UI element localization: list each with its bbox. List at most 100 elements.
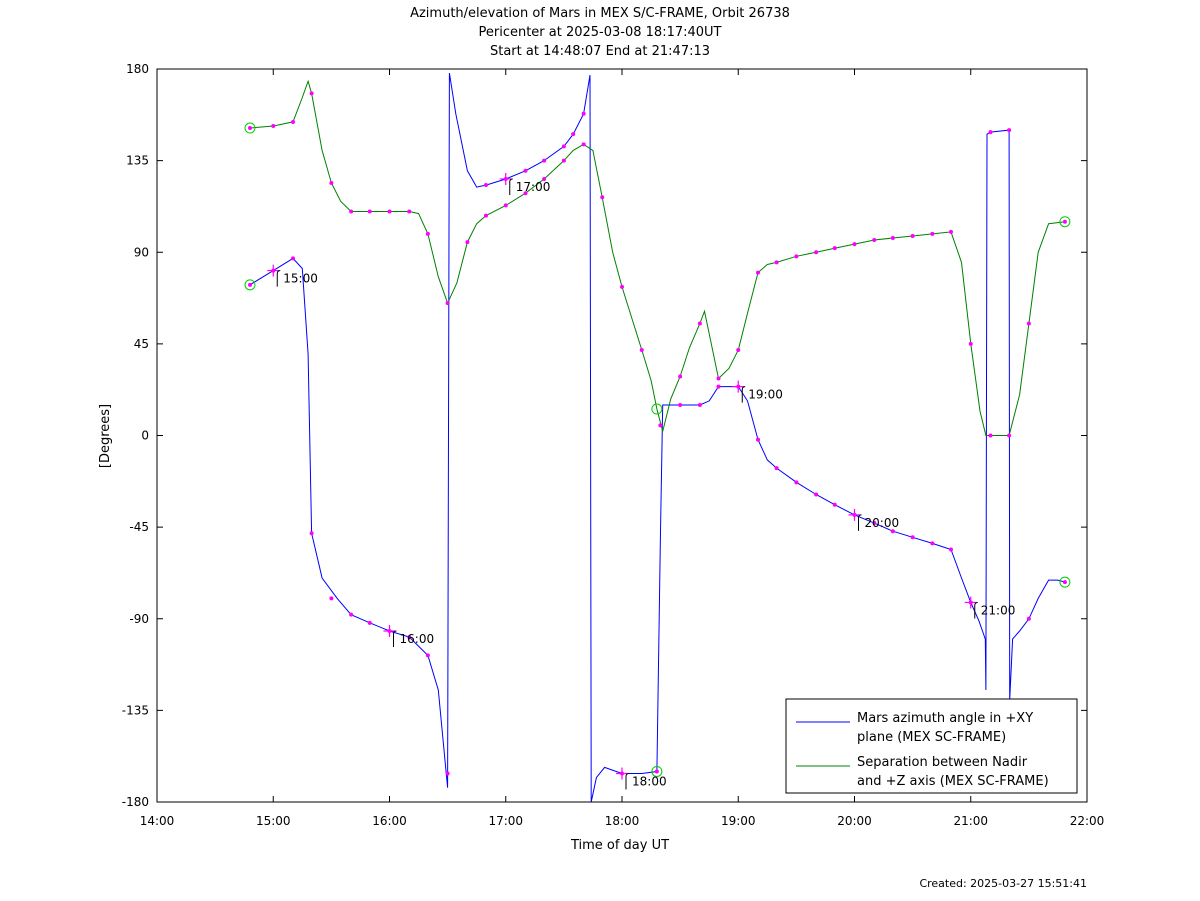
data-point-marker [425,653,430,658]
hour-annotation-tick [858,514,862,531]
hour-cross-marker [732,380,745,393]
data-point-marker [890,529,895,534]
data-point-marker [1007,128,1012,133]
hour-annotation-label: 18:00 [632,774,667,788]
hour-annotation-tick [625,772,630,790]
data-point-marker [1026,321,1031,326]
data-point-marker [774,466,779,471]
y-tick-label: -90 [129,612,149,626]
data-point-marker [910,233,915,238]
data-point-marker [832,502,837,507]
data-point-marker [930,231,935,236]
data-point-marker [407,635,412,640]
created-timestamp: Created: 2025-03-27 15:51:41 [919,877,1087,890]
endpoint-circle-marker [1059,216,1071,228]
data-point-marker [852,242,857,247]
data-point-marker [814,492,819,497]
endpoint-circle-marker [244,122,256,134]
data-point-marker [930,541,935,546]
y-tick-label: 180 [126,62,149,76]
x-tick-label: 20:00 [837,814,872,828]
data-point-marker [329,596,334,601]
chart-title-line-1: Azimuth/elevation of Mars in MEX S/C-FRA… [410,6,790,21]
data-point-marker [349,612,354,617]
data-point-marker [872,521,877,526]
x-tick-label: 15:00 [256,814,291,828]
data-point-marker [483,183,488,188]
data-point-marker [271,124,276,129]
data-point-marker [1062,219,1067,224]
data-point-marker [600,195,605,200]
endpoint-circle-marker [651,403,663,415]
chart-title-line-3: Start at 14:48:07 End at 21:47:13 [490,44,710,59]
plot-frame [156,68,1088,803]
series-line-azimuth [249,73,1066,803]
data-point-marker [367,620,372,625]
data-point-marker [581,142,586,147]
hour-annotation-tick [741,386,746,403]
data-point-marker [794,254,799,259]
hour-annotation-label: 20:00 [865,516,900,530]
legend-box [785,698,1078,794]
data-point-marker [774,260,779,265]
data-point-marker [581,111,586,116]
data-point-marker [309,531,314,536]
data-point-marker [716,384,721,389]
hour-annotation-tick [509,178,513,195]
x-tick-label: 16:00 [372,814,407,828]
hour-annotation-tick [974,601,978,619]
endpoint-circle-marker [1059,576,1071,588]
data-point-marker [523,191,528,196]
data-point-marker [1062,580,1067,585]
data-point-marker [523,168,528,173]
data-point-marker [561,158,566,163]
data-point-marker [678,374,683,379]
data-point-marker [988,433,993,438]
y-tick-label: -45 [129,520,149,534]
data-point-marker [291,256,296,261]
hour-cross-marker [499,172,512,185]
data-point-marker [291,119,296,124]
data-point-marker [542,158,547,163]
data-point-marker [571,132,576,137]
data-point-marker [248,126,252,131]
legend: Mars azimuth angle in +XY plane (MEX SC-… [785,698,1078,794]
data-point-marker [948,229,953,234]
data-point-marker [349,209,354,214]
data-point-marker [561,144,566,149]
hour-cross-marker [616,767,628,780]
endpoint-circle-marker [651,765,663,777]
legend-label-azimuth-1: Mars azimuth angle in +XY [857,711,1033,726]
data-point-marker [697,321,702,326]
data-point-marker [716,376,721,381]
y-tick-label: 45 [134,337,149,351]
data-point-marker [639,347,644,352]
data-point-marker [445,301,450,306]
data-point-marker [658,423,663,428]
hour-annotation-label: 16:00 [400,632,435,646]
data-point-marker [387,209,392,214]
data-point-marker [367,209,372,214]
data-point-marker [814,250,819,255]
x-tick-label: 19:00 [721,814,756,828]
data-point-marker [988,130,993,135]
data-point-marker [1026,616,1031,621]
hour-annotation-label: 21:00 [981,603,1016,617]
data-point-marker [620,284,624,289]
data-point-marker [756,270,761,275]
hour-annotation-tick [393,630,397,647]
y-tick-label: 90 [134,245,149,259]
hour-cross-marker [267,264,280,277]
endpoint-circle-marker [244,279,256,291]
hour-cross-marker [383,624,396,637]
x-tick-label: 14:00 [140,814,175,828]
y-axis-label: [Degrees] [98,404,113,468]
data-point-marker [872,238,877,243]
data-point-marker [736,347,741,352]
x-tick-label: 22:00 [1070,814,1105,828]
data-point-marker [890,235,895,240]
hour-annotation-label: 15:00 [283,272,318,286]
y-tick-label: 0 [141,429,149,443]
legend-label-separation-2: and +Z axis (MEX SC-FRAME) [857,774,1049,789]
